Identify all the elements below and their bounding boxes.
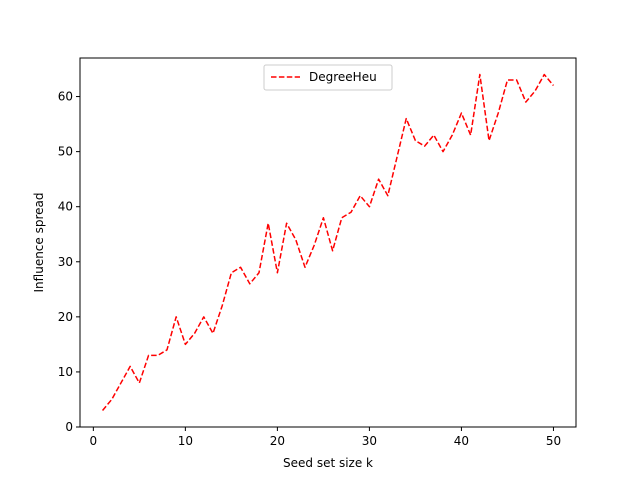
y-tick-label: 40 [58,200,73,214]
x-axis-label: Seed set size k [283,456,373,470]
y-axis-ticks: 0 10 20 30 40 50 60 [58,90,80,434]
legend-entry-degreeheu: DegreeHeu [309,70,377,84]
legend: DegreeHeu [263,64,393,91]
x-tick-label: 50 [546,434,561,448]
plot-area [80,58,576,427]
x-axis-ticks: 0 10 20 30 40 50 [90,427,561,448]
y-tick-label: 10 [58,365,73,379]
plot-frame [79,57,577,428]
x-tick-label: 0 [90,434,98,448]
y-tick-label: 50 [58,145,73,159]
y-tick-label: 60 [58,90,73,104]
x-tick-label: 10 [178,434,193,448]
series-line-degreeheu [101,73,555,411]
x-tick-label: 30 [362,434,377,448]
y-tick-label: 20 [58,310,73,324]
y-axis-label: Influence spread [32,193,46,293]
series-layer [101,73,555,411]
y-tick-label: 0 [65,420,73,434]
y-tick-label: 30 [58,255,73,269]
x-tick-label: 40 [454,434,469,448]
x-tick-label: 20 [270,434,285,448]
legend-box [263,64,393,91]
